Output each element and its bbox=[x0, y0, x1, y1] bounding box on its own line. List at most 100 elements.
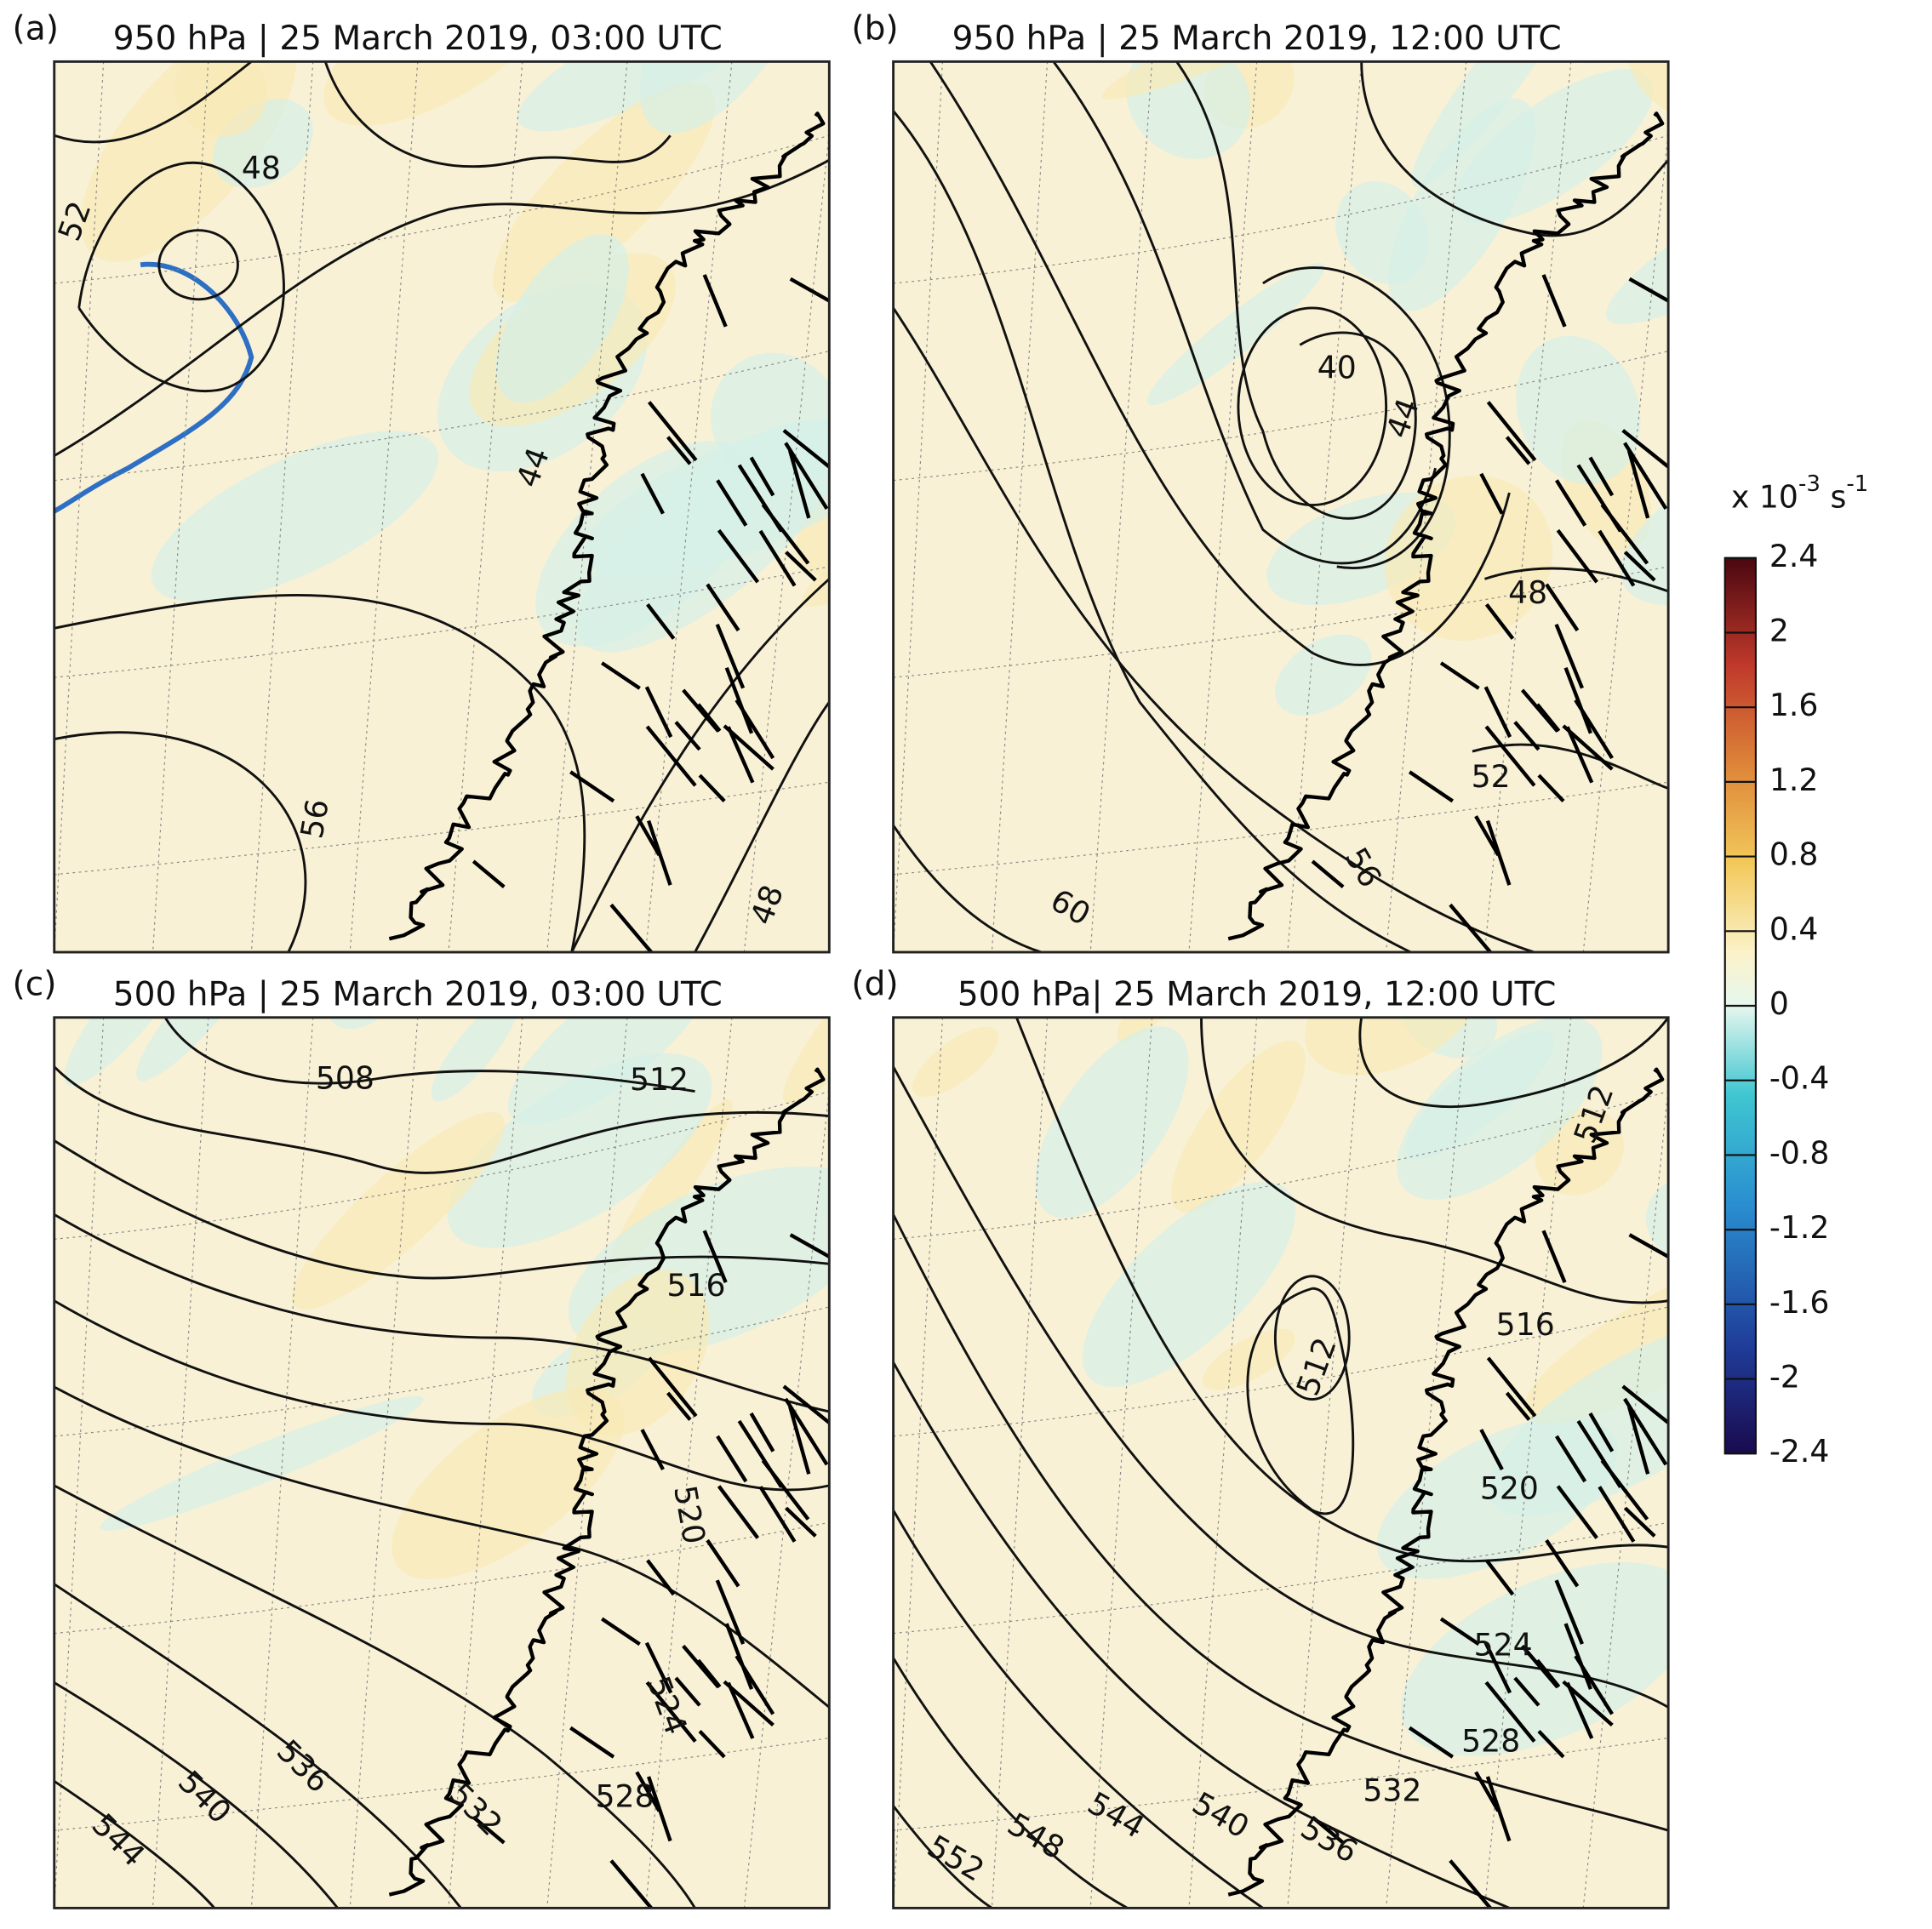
contour-line bbox=[1200, 1017, 1669, 1304]
field-patch bbox=[151, 431, 439, 602]
unit-symbol: s bbox=[1831, 478, 1847, 515]
graticule bbox=[54, 1306, 830, 1437]
contour-label: 516 bbox=[1496, 1306, 1555, 1343]
contour-line bbox=[54, 1213, 830, 1413]
graticule bbox=[893, 1091, 1669, 1240]
contour-line bbox=[1246, 1287, 1355, 1515]
field-patch bbox=[507, 1017, 712, 1125]
graticule bbox=[893, 1306, 1669, 1437]
contour-line bbox=[323, 61, 672, 168]
graticule bbox=[448, 1017, 523, 1909]
field-patch bbox=[1101, 61, 1397, 100]
contour-line bbox=[54, 731, 307, 953]
colorbar-unit-label: x 10-3 s-1 bbox=[1731, 471, 1868, 515]
graticule bbox=[1287, 1017, 1363, 1909]
field-patch bbox=[1275, 634, 1372, 716]
graticule bbox=[151, 1017, 209, 1909]
graticule bbox=[743, 128, 830, 953]
contour-label: 524 bbox=[1474, 1626, 1533, 1663]
field-patch bbox=[447, 1053, 712, 1248]
contour-line bbox=[157, 229, 239, 301]
colorbar-tick-label: 0.8 bbox=[1769, 836, 1819, 873]
panel-frame bbox=[892, 1016, 1670, 1909]
panel-label: (c) bbox=[13, 966, 57, 1004]
panel-title: 500 hPa | 25 March 2019, 03:00 UTC bbox=[113, 975, 723, 1013]
colorbar-tick-label: 2.4 bbox=[1769, 538, 1819, 574]
field-patch bbox=[136, 1017, 268, 1081]
contour-line bbox=[1472, 743, 1669, 790]
contour-line bbox=[54, 1299, 830, 1492]
contour-line bbox=[1052, 61, 1437, 565]
graticule bbox=[1582, 1083, 1669, 1909]
contour-line bbox=[570, 578, 830, 953]
unit-exponent: -1 bbox=[1846, 471, 1868, 496]
shear-line bbox=[54, 261, 254, 514]
graticule bbox=[54, 351, 830, 482]
graticule bbox=[546, 1017, 628, 1909]
contour-line bbox=[54, 1139, 830, 1280]
graticule bbox=[893, 1017, 944, 1909]
field-patch bbox=[1878, 0, 1932, 54]
contour-label: 40 bbox=[1318, 349, 1357, 385]
graticule bbox=[893, 351, 1669, 482]
contour-line bbox=[694, 701, 830, 953]
graticule bbox=[743, 1083, 830, 1909]
contour-line bbox=[893, 307, 1535, 953]
graticule bbox=[1287, 61, 1363, 953]
field-patch bbox=[1411, 61, 1578, 188]
contour-line bbox=[929, 61, 1511, 666]
colorbar-tick-label: 1.2 bbox=[1769, 762, 1819, 798]
contour-line bbox=[893, 825, 1042, 953]
graticule bbox=[151, 61, 209, 953]
field-patch bbox=[100, 1395, 424, 1532]
field-patch bbox=[1516, 335, 1641, 484]
panel-frame bbox=[53, 60, 831, 954]
contour-line bbox=[54, 1681, 339, 1909]
colorbar-tick-label: 0 bbox=[1769, 985, 1789, 1022]
graticule bbox=[893, 1521, 1669, 1635]
map-field bbox=[893, 1017, 1669, 1909]
contour-line bbox=[893, 1065, 1669, 1709]
field-patch bbox=[1305, 1017, 1483, 1076]
field-patch bbox=[1397, 1017, 1603, 1200]
panel-title: 950 hPa | 25 March 2019, 03:00 UTC bbox=[113, 20, 723, 58]
graticule bbox=[54, 1738, 830, 1831]
colorbar-tick-label: 1.6 bbox=[1769, 687, 1819, 723]
graticule bbox=[54, 1521, 830, 1635]
panel-label: (a) bbox=[13, 9, 59, 48]
graticule bbox=[250, 1017, 314, 1909]
graticule bbox=[893, 134, 1669, 284]
field-patch bbox=[1171, 1041, 1306, 1213]
contour-label: 532 bbox=[1363, 1772, 1421, 1808]
field-patch bbox=[1626, 61, 1669, 123]
panel-title: 500 hPa| 25 March 2019, 12:00 UTC bbox=[957, 975, 1557, 1013]
graticule bbox=[1188, 1017, 1258, 1909]
graticule bbox=[893, 1738, 1669, 1831]
field-patch bbox=[1455, 69, 1654, 224]
graticule bbox=[1386, 61, 1467, 953]
panels: (a) 950 hPa | 25 March 2019, 03:00 UTC485… bbox=[13, 0, 1932, 1909]
map-field bbox=[54, 61, 830, 953]
panel-frame bbox=[892, 60, 1670, 954]
unit-base: x 10 bbox=[1731, 478, 1798, 515]
field-patch bbox=[1384, 475, 1553, 641]
contour-line bbox=[1237, 306, 1388, 506]
field-patch bbox=[291, 1111, 505, 1310]
graticule bbox=[250, 61, 314, 953]
graticule bbox=[54, 781, 830, 876]
field-patch bbox=[1693, 278, 1932, 571]
field-background bbox=[893, 61, 1669, 953]
field-patch bbox=[1035, 1026, 1189, 1218]
field-patch bbox=[1645, 1180, 1669, 1259]
contour-label: 528 bbox=[1461, 1722, 1520, 1759]
contour-label: 520 bbox=[1480, 1470, 1539, 1507]
graticule bbox=[893, 781, 1669, 876]
contour-label: 52 bbox=[1472, 758, 1511, 795]
graticule bbox=[349, 1017, 419, 1909]
field-patch bbox=[493, 82, 716, 303]
contour-label: 48 bbox=[1508, 574, 1547, 611]
